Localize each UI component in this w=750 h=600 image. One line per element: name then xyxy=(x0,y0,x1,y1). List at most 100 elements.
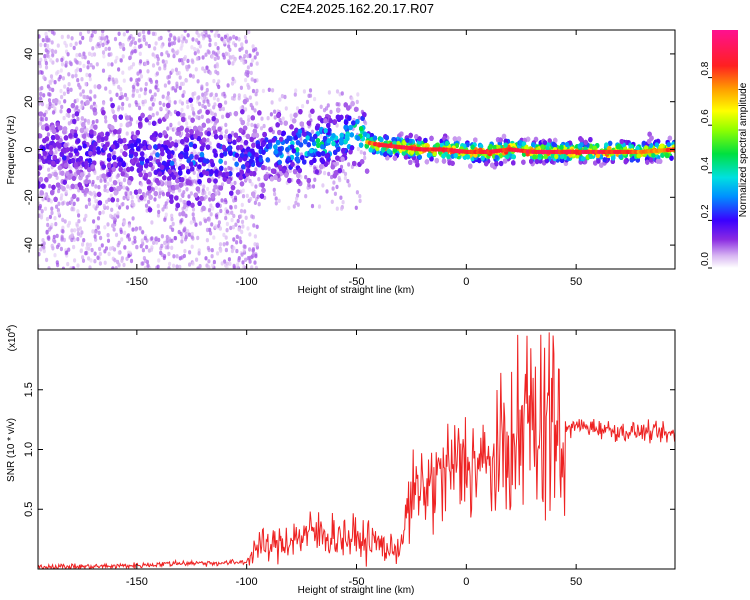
spectrogram-speckle xyxy=(165,107,169,112)
spectrogram-speckle xyxy=(195,38,199,43)
spectrogram-speckle xyxy=(175,254,179,259)
spectrogram-speckle xyxy=(313,96,317,102)
spectrogram-speckle xyxy=(75,98,79,103)
spectrogram-speckle xyxy=(133,235,137,241)
spectrogram-speckle xyxy=(60,62,65,67)
spectrogram-speckle xyxy=(76,116,80,122)
spectrogram-speckle xyxy=(200,84,204,89)
spectrogram-speckle xyxy=(50,78,54,83)
spectrogram-speckle xyxy=(38,34,41,39)
spectrogram-speckle xyxy=(207,163,211,169)
spectrogram-speckle xyxy=(237,258,241,263)
spectrogram-speckle xyxy=(67,220,72,226)
spectrogram-speckle xyxy=(171,221,175,227)
spectrogram-speckle xyxy=(229,55,233,60)
spectrogram-speckle xyxy=(177,36,181,41)
spectrogram-speckle xyxy=(174,88,178,93)
spectrogram-speckle xyxy=(150,220,154,225)
spectrogram-speckle xyxy=(156,203,160,209)
spectrogram-speckle xyxy=(335,123,339,128)
spectrogram-speckle xyxy=(106,238,111,243)
spectrogram-speckle xyxy=(190,231,194,237)
spectrogram-speckle xyxy=(248,95,252,100)
spectrogram-speckle xyxy=(177,139,181,144)
spectrogram-speckle xyxy=(97,230,101,235)
spectrogram-speckle xyxy=(241,224,245,229)
spectrogram-speckle xyxy=(51,110,56,115)
spectrogram-speckle xyxy=(122,195,126,201)
spectrogram-speckle xyxy=(220,36,224,41)
spectrogram-speckle xyxy=(181,93,185,98)
spectrogram-speckle xyxy=(327,171,331,177)
spectrogram-speckle xyxy=(38,205,42,211)
spectrogram-speckle xyxy=(226,83,230,88)
spectrogram-speckle xyxy=(48,184,52,189)
spectrogram-speckle xyxy=(93,230,98,235)
spectrogram-speckle xyxy=(200,32,204,37)
spectrogram-speckle xyxy=(138,51,142,56)
chart-title: C2E4.2025.162.20.17.R07 xyxy=(280,1,434,16)
spectrogram-speckle xyxy=(43,112,47,118)
spectrogram-speckle xyxy=(215,190,219,196)
spectrogram-speckle xyxy=(85,246,89,251)
spectrogram-speckle xyxy=(117,67,121,72)
spectrogram-speckle xyxy=(88,265,92,269)
spectrogram-speckle xyxy=(161,94,165,99)
spectrogram-speckle xyxy=(93,170,97,175)
spectrogram-speckle xyxy=(262,123,266,129)
spectrogram-speckle xyxy=(81,89,85,94)
spectrogram-speckle xyxy=(259,126,264,131)
spectrogram-speckle xyxy=(157,237,161,243)
spectrogram-speckle xyxy=(158,100,162,106)
spectrogram-speckle xyxy=(244,77,248,83)
spectrogram-speckle xyxy=(321,183,325,188)
spectrogram-speckle xyxy=(81,255,85,260)
spectrogram-speckle xyxy=(181,61,185,66)
spectrogram-speckle xyxy=(341,200,345,205)
spectrogram-speckle xyxy=(191,106,195,112)
spectrogram-speckle xyxy=(362,151,367,156)
spectrogram-speckle xyxy=(249,196,253,202)
spectrogram-speckle xyxy=(209,212,213,217)
spectrogram-speckle xyxy=(39,247,43,252)
spectrogram-speckle xyxy=(38,158,42,163)
spectrogram-speckle xyxy=(252,48,256,53)
spectrogram-speckle xyxy=(127,253,131,259)
spectrogram-speckle xyxy=(208,207,212,213)
spectrogram-speckle xyxy=(250,77,254,82)
spectrogram-speckle xyxy=(329,109,333,115)
spectrogram-speckle xyxy=(107,77,111,82)
spectrogram-speckle xyxy=(173,158,177,163)
spectrogram-speckle xyxy=(125,131,129,136)
spectrogram-speckle xyxy=(185,187,189,192)
spectrogram-speckle xyxy=(60,104,64,110)
spectrogram-speckle xyxy=(207,265,211,269)
spectrogram-speckle xyxy=(157,209,161,215)
spectrogram-speckle xyxy=(155,71,159,76)
spectrogram-speckle xyxy=(101,210,105,215)
spectrogram-speckle xyxy=(95,62,99,67)
spectrogram-speckle xyxy=(98,251,102,257)
spectrogram-speckle xyxy=(234,36,239,41)
spectrogram-speckle xyxy=(131,36,135,42)
spectrogram-speckle xyxy=(122,78,126,83)
spectrogram-speckle xyxy=(356,92,360,97)
spectrogram-speckle xyxy=(235,234,239,239)
spectrogram-speckle xyxy=(234,43,238,48)
spectrogram-speckle xyxy=(93,251,97,256)
spectrogram-speckle xyxy=(141,99,145,105)
spectrogram-speckle xyxy=(63,84,67,89)
spectrogram-speckle xyxy=(117,250,121,255)
spectrogram-speckle xyxy=(122,177,127,183)
spectrogram-speckle xyxy=(154,41,158,46)
spectrogram-speckle xyxy=(207,191,211,196)
spectrogram-speckle xyxy=(190,244,194,249)
spectrogram-speckle xyxy=(308,113,312,119)
spectrogram-speckle xyxy=(103,225,107,230)
spectrogram-speckle xyxy=(197,40,201,45)
spectrogram-speckle xyxy=(39,57,43,62)
spectrogram-speckle xyxy=(95,119,99,124)
spectrogram-speckle xyxy=(165,50,169,55)
spectrogram-speckle xyxy=(89,89,93,94)
spectrogram-speckle xyxy=(156,87,160,93)
